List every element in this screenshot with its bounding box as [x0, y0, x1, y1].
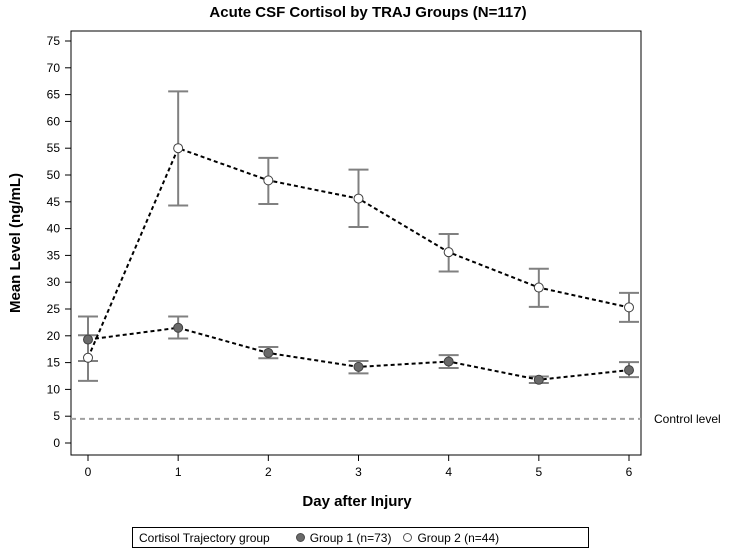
- x-tick-label: 5: [535, 465, 542, 479]
- point-group-1: [443, 356, 454, 367]
- x-tick-label: 3: [355, 465, 362, 479]
- y-tick-label: 75: [47, 34, 61, 48]
- legend-label-group-2: Group 2 (n=44): [417, 530, 500, 545]
- open-circle-icon: [403, 533, 413, 542]
- point-group-1: [173, 322, 184, 333]
- legend-entry-group-2: Group 2 (n=44): [403, 531, 499, 545]
- point-group-1: [353, 361, 364, 372]
- x-tick-label: 4: [445, 465, 452, 479]
- y-tick-label: 60: [47, 114, 61, 128]
- y-tick-label: 65: [47, 88, 61, 102]
- y-tick-label: 5: [53, 409, 60, 423]
- point-group-2: [353, 193, 364, 204]
- plot-frame: [70, 30, 642, 456]
- y-axis: 0 5 10 15 20 25 30 35 40 45 50 55 60 65 70 75: [47, 34, 71, 450]
- y-tick-label: 15: [47, 356, 61, 370]
- y-tick-label: 35: [47, 248, 61, 262]
- point-group-2: [624, 302, 634, 313]
- point-group-2: [83, 352, 93, 363]
- reference-line-group: Control level: [71, 412, 721, 426]
- y-axis-title: Mean Level (ng/mL): [7, 173, 24, 313]
- point-group-1: [83, 334, 93, 345]
- legend: Cortisol Trajectory group Group 1 (n=73)…: [132, 527, 589, 548]
- y-tick-label: 70: [47, 61, 61, 75]
- y-tick-label: 25: [47, 302, 61, 316]
- legend-title: Cortisol Trajectory group: [139, 530, 270, 545]
- point-group-2: [173, 143, 184, 154]
- y-tick-label: 10: [47, 382, 61, 396]
- legend-label-group-1: Group 1 (n=73): [309, 530, 392, 545]
- legend-entry-group-1: Group 1 (n=73): [295, 530, 392, 545]
- point-group-2: [443, 247, 454, 258]
- y-tick-label: 55: [47, 141, 61, 155]
- y-tick-label: 45: [47, 195, 61, 209]
- y-tick-label: 40: [47, 222, 61, 236]
- y-tick-label: 50: [47, 168, 61, 182]
- x-tick-label: 1: [175, 465, 182, 479]
- errorbars-group-1: [78, 315, 639, 384]
- x-tick-label: 0: [85, 465, 92, 479]
- y-tick-label: 20: [47, 329, 61, 343]
- y-tick-label: 0: [53, 436, 60, 450]
- point-group-1: [533, 374, 544, 385]
- filled-circle-icon: [295, 533, 305, 542]
- x-axis: 0 1 2 3 4 5 6: [85, 455, 633, 479]
- x-axis-title: Day after Injury: [302, 493, 412, 510]
- point-group-2: [533, 282, 544, 293]
- point-group-1: [624, 365, 634, 376]
- y-tick-label: 30: [47, 275, 61, 289]
- point-group-1: [263, 347, 274, 358]
- chart-title: Acute CSF Cortisol by TRAJ Groups (N=117…: [209, 4, 526, 21]
- control-level-label: Control level: [654, 412, 721, 426]
- series-layer: [78, 90, 639, 385]
- x-tick-label: 6: [626, 465, 633, 479]
- x-tick-label: 2: [265, 465, 272, 479]
- errorbars-group-2: [78, 90, 639, 382]
- point-group-2: [263, 175, 274, 186]
